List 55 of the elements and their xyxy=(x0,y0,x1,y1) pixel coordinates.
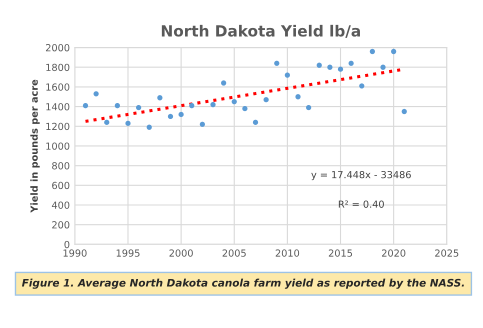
point xyxy=(370,48,375,54)
point xyxy=(146,124,152,130)
y-tick-label: 1600 xyxy=(46,83,70,91)
x-tick-label: 2005 xyxy=(222,249,246,257)
y-tick-label: 1000 xyxy=(46,142,70,150)
y-tick-label: 1200 xyxy=(46,122,70,130)
point xyxy=(242,106,248,112)
y-tick-label: 2000 xyxy=(46,44,70,52)
y-tick-label: 600 xyxy=(52,182,70,190)
x-tick-label: 2025 xyxy=(435,249,458,257)
point xyxy=(284,72,290,78)
x-tick-label: 2015 xyxy=(328,249,352,257)
point xyxy=(338,66,344,72)
point xyxy=(264,97,269,102)
point xyxy=(210,102,216,108)
point xyxy=(104,120,110,125)
point xyxy=(327,64,332,70)
point xyxy=(114,103,120,108)
point xyxy=(136,104,142,110)
point xyxy=(125,120,131,126)
x-tick-label: 2010 xyxy=(276,249,300,257)
x-tick-label: 1990 xyxy=(64,249,87,257)
annotation: R² = 0.40 xyxy=(338,200,384,208)
point xyxy=(274,60,280,66)
y-tick-label: 400 xyxy=(52,201,70,209)
y-tick-label: 200 xyxy=(52,221,70,229)
point xyxy=(316,62,322,68)
point xyxy=(306,104,312,110)
point xyxy=(402,108,407,114)
point xyxy=(168,114,174,120)
point xyxy=(157,95,162,100)
x-tick-label: 1995 xyxy=(116,249,140,257)
chart-title: North Dakota Yield lb/a xyxy=(162,24,360,38)
point xyxy=(391,48,396,54)
y-tick-label: 1400 xyxy=(46,103,70,110)
point xyxy=(252,120,258,125)
y-tick-label: 800 xyxy=(52,162,70,170)
point xyxy=(94,91,99,96)
point xyxy=(295,94,301,100)
point xyxy=(359,83,364,89)
x-tick-label: 2000 xyxy=(169,249,193,257)
point xyxy=(189,103,194,108)
point xyxy=(380,64,386,70)
y-tick-label: 0 xyxy=(64,240,70,248)
point xyxy=(348,60,354,66)
point xyxy=(82,103,88,108)
y-tick-label: 1800 xyxy=(46,64,70,72)
x-tick-label: 2020 xyxy=(382,249,406,257)
point xyxy=(221,80,226,86)
caption: Figure 1. Average North Dakota canola farm yield as reported by the NASS. xyxy=(22,278,464,289)
y-axis-title: Yield in pounds per acre xyxy=(30,80,40,213)
annotation: y = 17.448x - 33486 xyxy=(311,170,411,180)
point xyxy=(200,122,205,127)
point xyxy=(232,99,237,104)
point xyxy=(178,112,184,118)
